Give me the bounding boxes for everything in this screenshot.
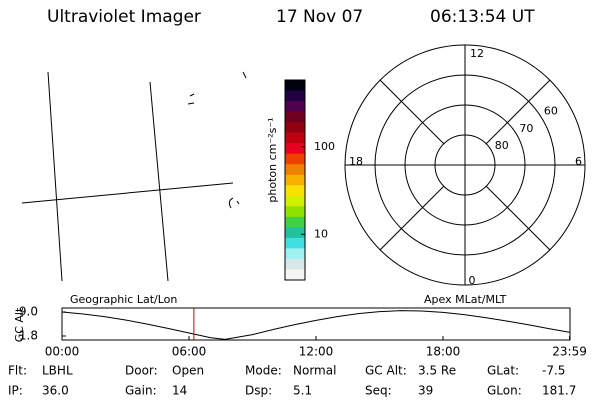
polar-diagonal (485, 79, 551, 145)
date: 17 Nov 07 (276, 7, 363, 27)
polar-diagonal (379, 185, 445, 251)
polar-diagonal (485, 185, 551, 251)
x-tick-label: 18:00 (426, 345, 461, 359)
footer-label: Flt: (8, 364, 27, 378)
footer-value: -7.5 (542, 364, 565, 378)
footer-value: LBHL (42, 364, 73, 378)
color-step (285, 90, 305, 102)
color-step (285, 132, 305, 144)
footer-value: 5.1 (293, 384, 312, 398)
meridian (47, 71, 63, 282)
color-step (285, 122, 305, 134)
footer-label: GLon: (487, 384, 522, 398)
color-step (285, 237, 305, 249)
footer-value: 14 (172, 384, 187, 398)
altitude-plot: 9.0 1.8 00:00 06:00 12:00 18:00 23:59 (19, 305, 587, 359)
ring-label: 60 (544, 105, 558, 118)
plot-frame (61, 307, 571, 341)
color-step (285, 227, 305, 239)
color-step (285, 248, 305, 260)
color-step (285, 206, 305, 218)
meridian (149, 81, 169, 282)
time: 06:13:54 UT (430, 7, 535, 27)
x-tick-label: 06:00 (172, 345, 207, 359)
footer: Flt: LBHL Door: Open Mode: Normal GC Alt: 3.5 R… (8, 364, 576, 398)
color-step (285, 111, 305, 123)
colorbar-label: photon cm⁻²s⁻¹ (266, 117, 279, 202)
color-step (285, 269, 305, 281)
color-step (285, 258, 305, 270)
colorbar-frame (284, 79, 306, 281)
footer-label: IP: (8, 384, 23, 398)
y-tick-label: 9.0 (19, 305, 38, 319)
footer-value: 181.7 (542, 384, 576, 398)
color-step (285, 143, 305, 155)
footer-label: Seq: (365, 384, 392, 398)
polar-diagonal (379, 79, 445, 145)
footer-value: Normal (293, 364, 336, 378)
colorbar-tick-label: 10 (314, 227, 328, 240)
color-step (285, 101, 305, 113)
hour-label: 0 (469, 274, 476, 287)
footer-value: 39 (418, 384, 433, 398)
colorbar: 10 100 (284, 79, 335, 281)
color-step (285, 195, 305, 207)
ring-label: 80 (495, 139, 509, 152)
color-step (285, 153, 305, 165)
map-panel (21, 71, 247, 282)
footer-value: 36.0 (42, 384, 69, 398)
coastline (228, 197, 240, 209)
color-step (285, 80, 305, 92)
footer-label: GC Alt: (365, 364, 407, 378)
y-axis-label: GC Alt (13, 307, 26, 342)
color-step (285, 216, 305, 228)
footer-label: Dsp: (245, 384, 272, 398)
x-tick-label: 00:00 (45, 345, 80, 359)
x-tick-label: 12:00 (299, 345, 334, 359)
y-tick-label: 1.8 (19, 329, 38, 343)
footer-value: 3.5 Re (418, 364, 456, 378)
color-step (285, 164, 305, 176)
color-step (285, 174, 305, 186)
hour-label: 18 (349, 155, 363, 168)
coastline (187, 93, 195, 105)
footer-label: Door: (125, 364, 158, 378)
hour-label: 12 (470, 47, 484, 60)
parallel (21, 182, 234, 204)
title: Ultraviolet Imager (47, 7, 201, 27)
left-title: Geographic Lat/Lon (70, 293, 177, 306)
footer-label: Mode: (245, 364, 282, 378)
x-tick-label: 23:59 (552, 345, 587, 359)
hour-label: 6 (575, 155, 582, 168)
ring-label: 70 (519, 122, 533, 135)
altitude-line (61, 310, 571, 340)
color-step (285, 185, 305, 197)
colorbar-tick-label: 100 (314, 140, 335, 153)
footer-label: GLat: (487, 364, 519, 378)
coastline (242, 71, 247, 79)
footer-value: Open (172, 364, 204, 378)
footer-label: Gain: (125, 384, 157, 398)
right-title: Apex MLat/MLT (424, 293, 507, 306)
